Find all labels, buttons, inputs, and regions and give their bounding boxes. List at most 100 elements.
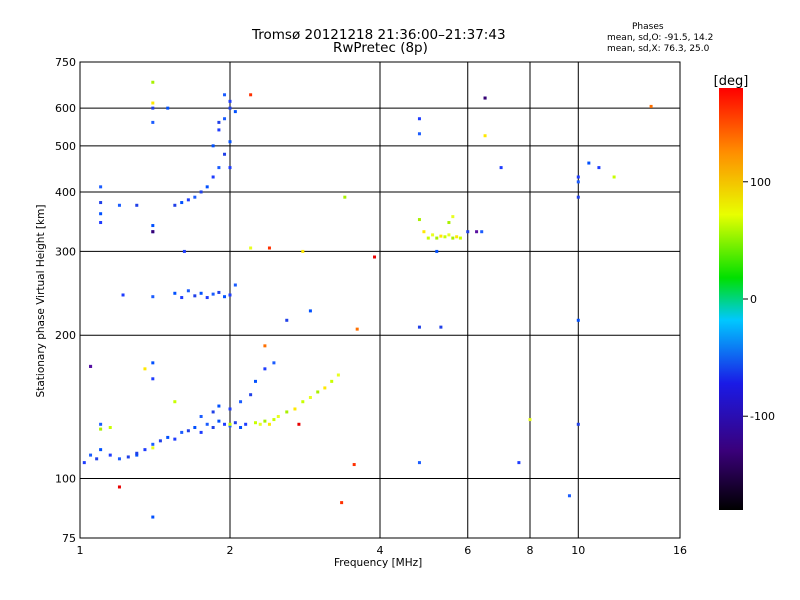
echo-point bbox=[352, 463, 356, 467]
phases-x-stats: mean, sd,X: 76.3, 25.0 bbox=[607, 44, 710, 54]
echo-point bbox=[499, 166, 503, 170]
echo-point bbox=[199, 190, 203, 194]
echo-point bbox=[475, 230, 479, 234]
echo-point bbox=[447, 233, 451, 237]
echo-point bbox=[193, 425, 197, 429]
echo-point bbox=[117, 203, 121, 207]
echo-point bbox=[108, 425, 112, 429]
x-tick-label: 16 bbox=[673, 544, 687, 557]
echo-point bbox=[173, 203, 177, 207]
echo-point bbox=[285, 410, 289, 414]
chart-subtitle: RwPretec (8p) bbox=[333, 40, 428, 56]
echo-point bbox=[263, 344, 267, 348]
echo-point bbox=[180, 296, 184, 300]
echo-point bbox=[228, 99, 232, 103]
echo-point bbox=[151, 361, 155, 365]
x-axis-label: Frequency [MHz] bbox=[334, 557, 423, 569]
echo-point bbox=[308, 309, 312, 313]
echo-point bbox=[211, 144, 215, 148]
echo-point bbox=[151, 120, 155, 124]
echo-point bbox=[151, 80, 155, 84]
echo-point bbox=[417, 461, 421, 465]
echo-point bbox=[439, 325, 443, 329]
echo-point bbox=[276, 414, 280, 418]
echo-point bbox=[258, 422, 262, 426]
echo-point bbox=[211, 410, 215, 414]
echo-point bbox=[199, 414, 203, 418]
echo-point bbox=[211, 425, 215, 429]
echo-point bbox=[355, 327, 359, 331]
echo-point bbox=[228, 140, 232, 144]
echo-point bbox=[435, 249, 439, 253]
x-tick-label: 4 bbox=[377, 544, 384, 557]
echo-point bbox=[126, 455, 130, 459]
echo-point bbox=[99, 212, 103, 216]
y-tick-label: 500 bbox=[55, 140, 76, 153]
echo-point bbox=[330, 379, 334, 383]
echo-point bbox=[422, 230, 426, 234]
echo-point bbox=[186, 429, 190, 433]
echo-point bbox=[151, 442, 155, 446]
echo-point bbox=[239, 425, 243, 429]
echo-point bbox=[417, 218, 421, 222]
echo-point bbox=[166, 106, 170, 110]
echo-point bbox=[108, 453, 112, 457]
echo-point bbox=[417, 325, 421, 329]
echo-point bbox=[228, 422, 232, 426]
echo-point bbox=[466, 230, 470, 234]
x-tick-label: 10 bbox=[571, 544, 585, 557]
echo-point bbox=[89, 364, 93, 368]
echo-point bbox=[223, 152, 227, 156]
echo-point bbox=[135, 453, 139, 457]
echo-point bbox=[193, 294, 197, 298]
echo-point bbox=[426, 236, 430, 240]
echo-point bbox=[217, 120, 221, 124]
echo-point bbox=[199, 430, 203, 434]
echo-point bbox=[173, 400, 177, 404]
echo-point bbox=[439, 234, 443, 238]
echo-point bbox=[451, 215, 455, 219]
echo-point bbox=[135, 203, 139, 207]
echo-point bbox=[263, 419, 267, 423]
echo-point bbox=[343, 195, 347, 199]
echo-point bbox=[301, 400, 305, 404]
echo-point bbox=[233, 421, 237, 425]
echo-point bbox=[228, 106, 232, 110]
y-tick-label: 75 bbox=[62, 532, 76, 545]
echo-point bbox=[340, 501, 344, 505]
echo-point bbox=[301, 249, 305, 253]
colorbar-tick-label: 0 bbox=[750, 293, 757, 306]
echo-point bbox=[417, 117, 421, 121]
echo-point bbox=[228, 166, 232, 170]
y-tick-label: 600 bbox=[55, 102, 76, 115]
echo-point bbox=[211, 175, 215, 179]
echo-point bbox=[158, 439, 162, 443]
echo-point bbox=[443, 235, 447, 239]
echo-point bbox=[455, 235, 459, 239]
echo-point bbox=[228, 407, 232, 411]
echo-point bbox=[285, 318, 289, 322]
echo-point bbox=[451, 236, 455, 240]
echo-point bbox=[253, 379, 257, 383]
echo-point bbox=[151, 377, 155, 381]
echo-point bbox=[199, 291, 203, 295]
echo-point bbox=[612, 175, 616, 179]
echo-point bbox=[233, 283, 237, 287]
echo-point bbox=[483, 134, 487, 138]
echo-point bbox=[458, 236, 462, 240]
echo-point bbox=[417, 132, 421, 136]
echo-point bbox=[528, 418, 532, 422]
echo-point bbox=[316, 390, 320, 394]
colorbar-label: [deg] bbox=[714, 74, 749, 89]
echo-point bbox=[223, 295, 227, 299]
echo-point bbox=[99, 185, 103, 189]
echo-point bbox=[143, 367, 147, 371]
echo-point bbox=[117, 485, 121, 489]
echo-point bbox=[447, 221, 451, 225]
echo-point bbox=[576, 195, 580, 199]
echo-point bbox=[576, 422, 580, 426]
x-tick-label: 2 bbox=[227, 544, 234, 557]
echo-point bbox=[239, 400, 243, 404]
echo-point bbox=[483, 96, 487, 100]
